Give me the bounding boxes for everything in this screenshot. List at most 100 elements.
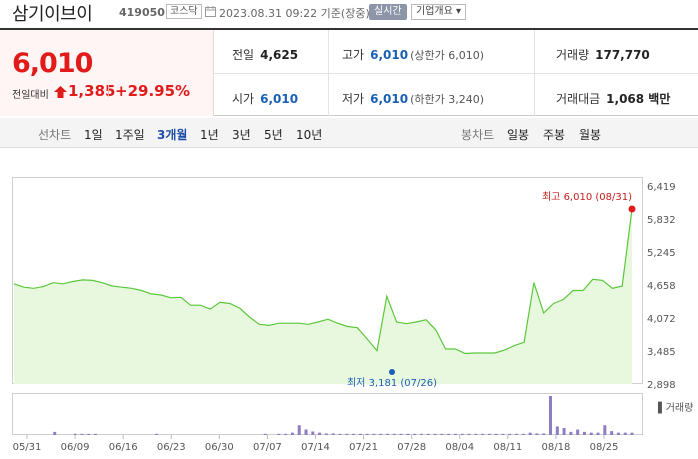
volume-bar [53, 431, 57, 435]
tab-1y[interactable]: 1년 [200, 128, 219, 142]
company-overview-dropdown[interactable]: 기업개요 ▾ [411, 4, 466, 20]
x-tick-label: 08/11 [493, 442, 522, 453]
volume-bar [494, 433, 498, 435]
datetime: 2023.08.31 09:22 기준(장중) [219, 7, 370, 20]
trade-amount: 거래대금 1,068 백만 [556, 92, 671, 106]
volume-bar [80, 433, 84, 435]
volume-bar [406, 433, 410, 435]
divider [214, 73, 698, 74]
volume-bar [379, 433, 383, 435]
stock-header: 삼기이브이 419050 코스닥 2023.08.31 09:22 기준(장중)… [0, 0, 698, 25]
y-tick-label: 4,072 [647, 314, 676, 325]
volume-bar [562, 427, 566, 435]
realtime-button[interactable]: 실시간 [369, 4, 407, 20]
volume-bar [603, 425, 607, 435]
change-percent: +29.95% [115, 82, 191, 100]
y-tick-label: 3,485 [647, 347, 676, 358]
volume-bar [345, 433, 349, 435]
y-tick-label: 2,898 [647, 380, 676, 391]
volume-bar [528, 432, 532, 435]
x-tick-label: 08/25 [590, 442, 619, 453]
tab-3m[interactable]: 3개월 [157, 128, 188, 142]
volume-bar [290, 432, 294, 435]
x-tick-label: 08/18 [542, 442, 571, 453]
volume-bar [372, 433, 376, 435]
volume-bar [386, 433, 390, 435]
high-marker [628, 205, 636, 213]
clock-icon [205, 6, 216, 17]
x-tick-label: 07/21 [349, 442, 378, 453]
price-line [13, 208, 633, 355]
volume-bar [284, 433, 288, 435]
x-tick-label: 06/16 [109, 442, 138, 453]
volume-bar [535, 433, 539, 435]
current-price: 6,010 [12, 48, 93, 79]
high-annotation: 최고 6,010 (08/31) [542, 191, 632, 203]
tab-monthly[interactable]: 월봉 [579, 128, 602, 142]
volume-bar [440, 433, 444, 435]
line-chart-label: 선차트 [38, 128, 72, 142]
volume-bar [630, 432, 634, 435]
volume-bar [589, 432, 593, 435]
y-tick-label: 4,658 [647, 281, 676, 292]
volume-bar [433, 433, 437, 435]
tab-3y[interactable]: 3년 [232, 128, 251, 142]
tab-5y[interactable]: 5년 [264, 128, 283, 142]
price-area [14, 209, 632, 384]
volume-bar [521, 433, 525, 435]
volume-bar [569, 431, 573, 435]
candle-chart-label: 봉차트 [461, 128, 495, 142]
volume-bar [338, 433, 342, 435]
volume-bar [616, 432, 620, 435]
volume-bar [87, 433, 91, 435]
volume-bar [263, 433, 267, 435]
y-tick-label: 5,832 [647, 215, 676, 226]
price-chart[interactable]: 6,419 5,832 5,245 4,658 4,072 3,485 2,898 05/31… [0, 150, 698, 459]
y-tick-label: 5,245 [647, 248, 676, 259]
tab-1w[interactable]: 1주일 [115, 128, 145, 142]
volume-bar [324, 433, 328, 435]
x-tick-label: 06/09 [61, 442, 90, 453]
volume-bar [596, 432, 600, 435]
x-tick-label: 05/31 [13, 442, 42, 453]
volume-bar [358, 433, 362, 435]
volume: 거래량 177,770 [556, 48, 650, 62]
volume-bar [501, 433, 505, 435]
volume-bar [277, 433, 281, 435]
volume-plot-frame [12, 393, 643, 435]
volume-bar [73, 433, 77, 435]
volume-bar [549, 396, 553, 435]
volume-bar [487, 433, 491, 435]
volume-bar [447, 433, 451, 435]
current-price-panel: 6,010 전일대비 1,385 +29.95% [0, 30, 214, 116]
tab-10y[interactable]: 10년 [296, 128, 323, 142]
volume-bar [576, 429, 580, 435]
volume-bar [542, 433, 546, 435]
volume-bar [623, 432, 627, 435]
stock-name: 삼기이브이 [12, 4, 93, 25]
chart-svg: 6,419 5,832 5,245 4,658 4,072 3,485 2,898 05/31… [12, 177, 693, 453]
x-tick-label: 07/14 [301, 442, 330, 453]
tab-1d[interactable]: 1일 [84, 128, 103, 142]
price-detail-grid: 전일 4,625 고가 6,010 (상한가 6,010) 거래량 177,770 시가… [214, 30, 698, 116]
stock-code: 419050 [119, 6, 165, 19]
volume-bar [481, 433, 485, 435]
volume-bar [453, 433, 457, 435]
volume-bar [399, 433, 403, 435]
volume-bar [474, 433, 478, 435]
volume-bar [304, 429, 308, 435]
volume-bar [365, 433, 369, 435]
volume-label: ▌거래량 [657, 401, 693, 414]
volume-bar [155, 433, 159, 435]
y-tick-label: 6,419 [647, 182, 676, 193]
volume-bar [352, 433, 356, 435]
tab-daily[interactable]: 일봉 [507, 128, 530, 142]
divider [108, 85, 109, 97]
volume-bar [93, 433, 97, 435]
upper-limit-arrow-icon [54, 86, 67, 98]
open-price: 시가 6,010 [232, 92, 299, 106]
low-marker [389, 369, 395, 375]
change-label: 전일대비 [12, 90, 49, 101]
volume-bar [508, 433, 512, 435]
tab-weekly[interactable]: 주봉 [543, 128, 566, 142]
